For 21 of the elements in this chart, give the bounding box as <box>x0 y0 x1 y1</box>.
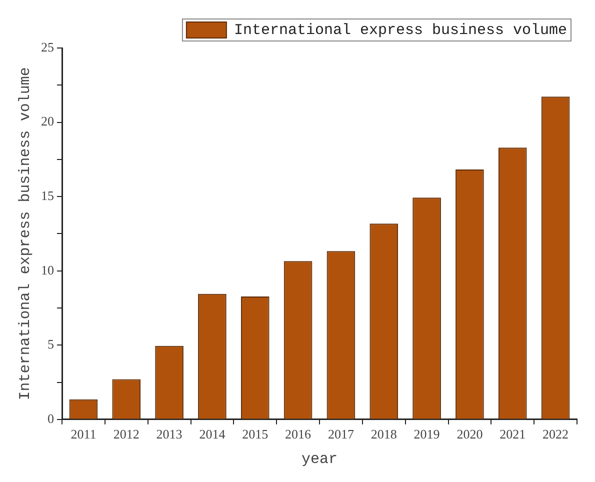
x-tick-label: 2021 <box>500 426 526 442</box>
y-tick-label: 25 <box>41 39 54 54</box>
x-tick-label: 2015 <box>242 426 268 442</box>
x-tick-label: 2020 <box>456 426 483 442</box>
y-axis-title: International express business volume <box>16 67 34 400</box>
y-tick-label: 20 <box>41 114 54 129</box>
x-tick-label: 2012 <box>113 426 140 442</box>
x-tick-label: 2011 <box>70 426 96 442</box>
y-tick-label: 10 <box>41 262 54 278</box>
x-tick-label: 2018 <box>370 426 397 442</box>
y-tick-label: 0 <box>48 410 54 426</box>
x-tick-label: 2019 <box>414 426 440 442</box>
y-tick-label: 15 <box>41 188 54 203</box>
x-axis-title: year <box>301 450 338 468</box>
legend-label: International express business volume <box>234 22 568 39</box>
x-tick-label: 2017 <box>328 426 354 442</box>
x-tick-label: 2022 <box>542 426 569 442</box>
y-tick-label: 5 <box>48 336 54 352</box>
x-tick-label: 2014 <box>199 426 226 442</box>
x-tick-label: 2016 <box>285 426 312 442</box>
x-tick-label: 2013 <box>156 426 182 442</box>
